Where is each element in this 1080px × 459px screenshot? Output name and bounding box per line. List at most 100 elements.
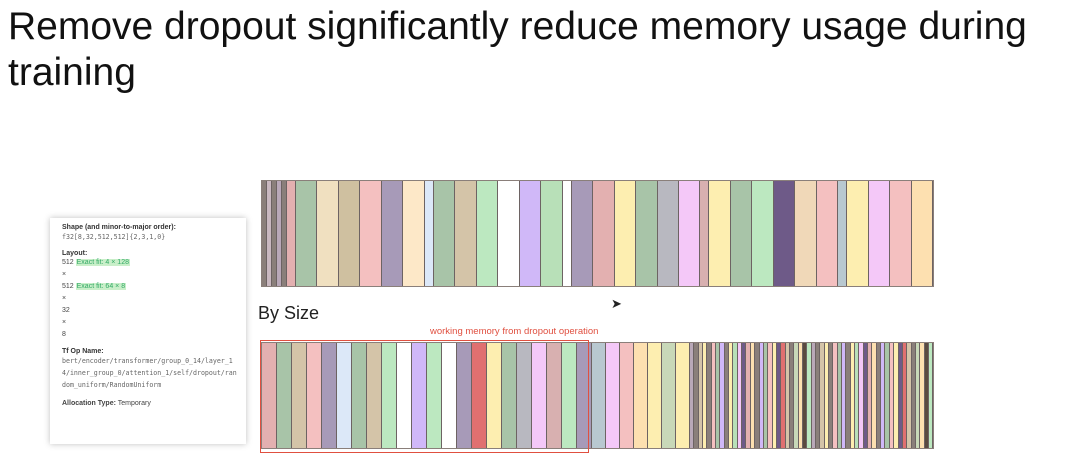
memory-buffer-block-small[interactable] [789, 343, 795, 448]
memory-buffer-block[interactable] [338, 181, 361, 286]
memory-buffer-block-small[interactable] [824, 343, 829, 448]
memory-buffer-block-small[interactable] [863, 343, 869, 448]
memory-buffer-block-small[interactable] [837, 343, 843, 448]
memory-buffer-block[interactable] [272, 181, 277, 286]
memory-buffer-block[interactable] [547, 343, 562, 448]
memory-buffer-block[interactable] [662, 343, 676, 448]
memory-buffer-block[interactable] [890, 181, 912, 286]
memory-buffer-block[interactable] [424, 181, 434, 286]
memory-buffer-block-small[interactable] [746, 343, 751, 448]
memory-buffer-block-small[interactable] [742, 343, 747, 448]
memory-buffer-block-small[interactable] [807, 343, 812, 448]
memory-buffer-block[interactable] [498, 181, 520, 286]
memory-buffer-block[interactable] [287, 181, 296, 286]
memory-buffer-block[interactable] [868, 181, 891, 286]
memory-buffer-block-small[interactable] [855, 343, 860, 448]
memory-buffer-block-small[interactable] [815, 343, 821, 448]
memory-buffer-block-small[interactable] [763, 343, 769, 448]
memory-buffer-block-small[interactable] [711, 343, 717, 448]
memory-buffer-block-small[interactable] [833, 343, 838, 448]
memory-buffer-block[interactable] [292, 343, 307, 448]
memory-buffer-block-small[interactable] [750, 343, 756, 448]
memory-buffer-block-small[interactable] [703, 343, 708, 448]
memory-buffer-block[interactable] [519, 181, 542, 286]
memory-buffer-block[interactable] [277, 343, 292, 448]
memory-buffer-block-small[interactable] [894, 343, 899, 448]
memory-buffer-block-small[interactable] [889, 343, 895, 448]
memory-buffer-block-small[interactable] [755, 343, 760, 448]
memory-buffer-block[interactable] [296, 181, 318, 286]
memory-buffer-block[interactable] [634, 343, 648, 448]
memory-buffer-block-small[interactable] [911, 343, 916, 448]
memory-buffer-block[interactable] [571, 181, 594, 286]
memory-buffer-block[interactable] [730, 181, 753, 286]
memory-buffer-block[interactable] [455, 181, 477, 286]
memory-buffer-block-small[interactable] [872, 343, 877, 448]
memory-buffer-block[interactable] [262, 181, 267, 286]
memory-buffer-block-small[interactable] [928, 343, 934, 448]
memory-buffer-block[interactable] [457, 343, 472, 448]
memory-buffer-block[interactable] [517, 343, 532, 448]
memory-buffer-block-small[interactable] [781, 343, 786, 448]
memory-buffer-block[interactable] [752, 181, 774, 286]
memory-buffer-block[interactable] [442, 343, 457, 448]
memory-buffer-block[interactable] [397, 343, 412, 448]
memory-buffer-block-small[interactable] [690, 343, 695, 448]
memory-buffer-block-small[interactable] [876, 343, 882, 448]
memory-buffer-block[interactable] [657, 181, 679, 286]
memory-buffer-block[interactable] [532, 343, 547, 448]
memory-buffer-block[interactable] [367, 343, 382, 448]
memory-buffer-block[interactable] [606, 343, 620, 448]
memory-buffer-block-small[interactable] [724, 343, 730, 448]
memory-buffer-block[interactable] [700, 181, 710, 286]
memory-buffer-block-small[interactable] [785, 343, 790, 448]
memory-buffer-block-small[interactable] [802, 343, 808, 448]
memory-buffer-block-small[interactable] [898, 343, 903, 448]
memory-buffer-block[interactable] [648, 343, 662, 448]
memory-buffer-block[interactable] [562, 343, 577, 448]
memory-buffer-block-small[interactable] [811, 343, 816, 448]
memory-buffer-block-small[interactable] [846, 343, 851, 448]
memory-buffer-block-small[interactable] [694, 343, 699, 448]
memory-buffer-block-small[interactable] [737, 343, 743, 448]
memory-buffer-block[interactable] [709, 181, 731, 286]
memory-buffer-block[interactable] [562, 181, 572, 286]
memory-buffer-block-small[interactable] [829, 343, 834, 448]
memory-buffer-block-small[interactable] [915, 343, 921, 448]
memory-buffer-block[interactable] [678, 181, 701, 286]
memory-buffer-block-small[interactable] [729, 343, 734, 448]
memory-buffer-block-small[interactable] [733, 343, 738, 448]
memory-buffer-block-small[interactable] [698, 343, 704, 448]
memory-buffer-block-small[interactable] [881, 343, 886, 448]
memory-buffer-block[interactable] [795, 181, 817, 286]
memory-buffer-block-small[interactable] [720, 343, 725, 448]
memory-buffer-block[interactable] [592, 343, 606, 448]
memory-buffer-block[interactable] [262, 343, 277, 448]
memory-buffer-block[interactable] [267, 181, 272, 286]
memory-buffer-block[interactable] [433, 181, 456, 286]
memory-buffer-block-small[interactable] [776, 343, 782, 448]
memory-buffer-block[interactable] [502, 343, 517, 448]
memory-buffer-block[interactable] [472, 343, 487, 448]
memory-buffer-block[interactable] [282, 181, 287, 286]
memory-buffer-block[interactable] [412, 343, 427, 448]
memory-buffer-block-small[interactable] [798, 343, 803, 448]
memory-buffer-block-small[interactable] [707, 343, 712, 448]
memory-buffer-block[interactable] [307, 343, 322, 448]
memory-buffer-block-small[interactable] [885, 343, 890, 448]
memory-buffer-block-small[interactable] [868, 343, 873, 448]
memory-buffer-block[interactable] [427, 343, 442, 448]
memory-buffer-block[interactable] [614, 181, 637, 286]
memory-buffer-block[interactable] [352, 343, 367, 448]
memory-buffer-block[interactable] [337, 343, 352, 448]
memory-buffer-block[interactable] [317, 181, 339, 286]
memory-buffer-block[interactable] [838, 181, 848, 286]
memory-buffer-block[interactable] [676, 343, 690, 448]
memory-buffer-block[interactable] [403, 181, 425, 286]
memory-buffer-block-small[interactable] [920, 343, 925, 448]
memory-buffer-block[interactable] [911, 181, 934, 286]
memory-buffer-block[interactable] [620, 343, 634, 448]
memory-buffer-block[interactable] [487, 343, 502, 448]
memory-buffer-block[interactable] [322, 343, 337, 448]
memory-buffer-block-small[interactable] [768, 343, 773, 448]
